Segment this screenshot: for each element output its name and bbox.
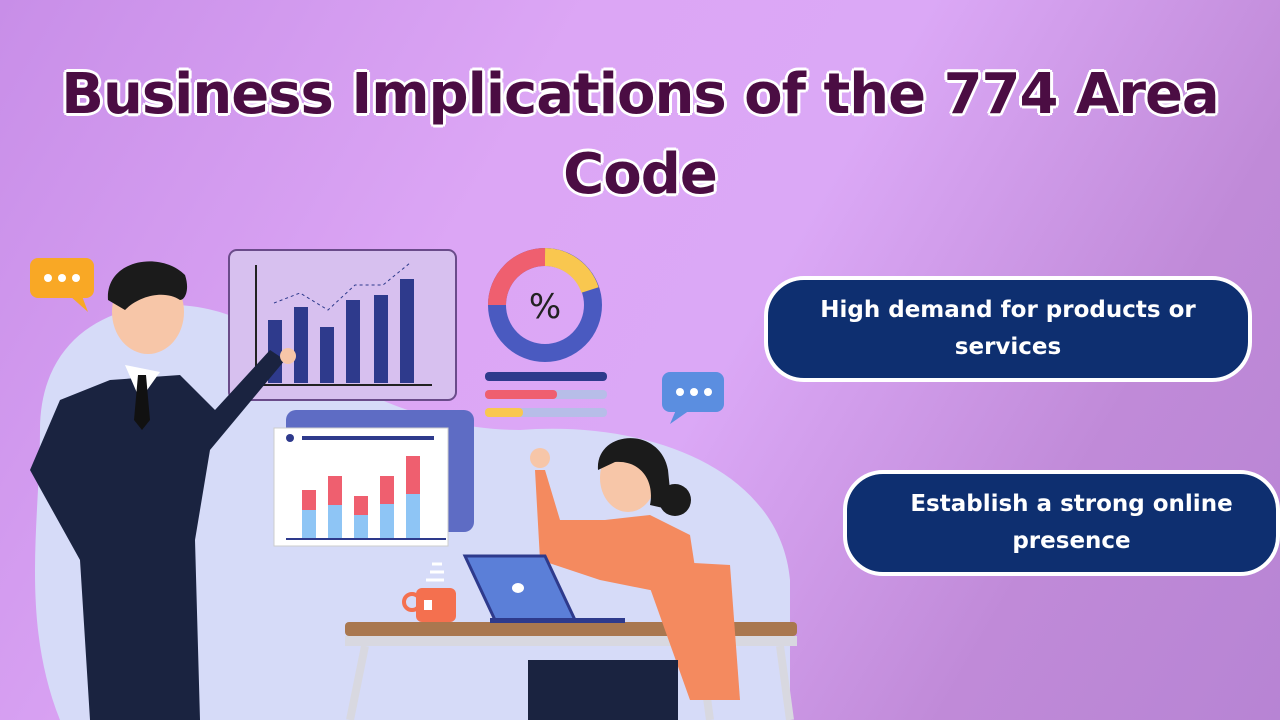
coffee-mug-icon [402,562,456,622]
stacked-chart-card-icon [273,410,474,547]
point-text: Establish a strong online presence [910,491,1233,554]
laptop-icon [462,554,625,623]
percent-donut-icon: % [485,248,607,417]
point-online-presence: Establish a strong online presence [843,470,1280,576]
speech-bubble-icon [662,372,724,424]
page-title: Business Implications of the 774 Area Co… [61,62,1219,207]
businessman-figure [30,261,296,720]
percent-symbol: % [529,287,561,327]
point-high-demand: High demand for products or services [764,276,1252,382]
point-text: High demand for products or services [820,297,1196,360]
woman-figure [528,438,740,720]
business-illustration: % [30,248,797,720]
speech-bubble-icon [30,258,94,312]
